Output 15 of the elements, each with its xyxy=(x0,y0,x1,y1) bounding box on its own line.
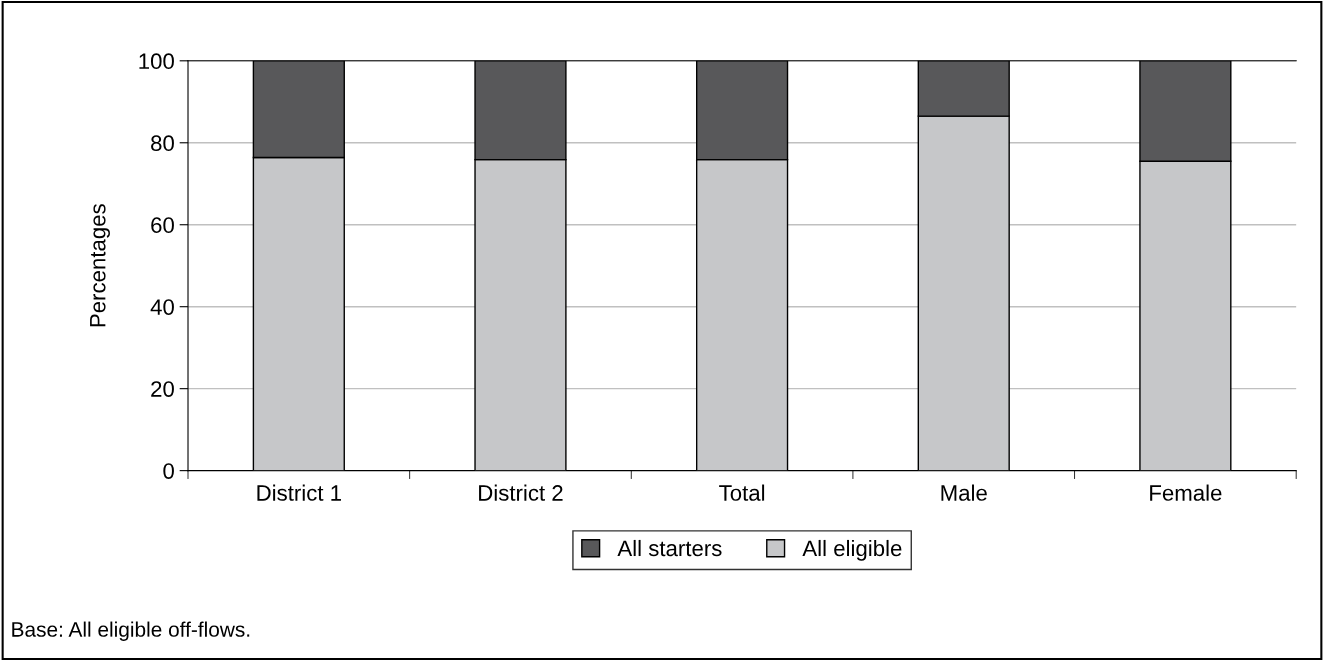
x-tick-label: District 1 xyxy=(257,484,341,501)
x-tick-label: District 2 xyxy=(479,484,563,501)
legend-label: All starters xyxy=(617,539,722,557)
x-tick-label: Total xyxy=(719,484,765,501)
y-tick-label: 80 xyxy=(151,135,174,152)
y-tick-label: 100 xyxy=(139,53,174,70)
y-axis-title: Percentages xyxy=(90,204,110,327)
x-tick-label: Female xyxy=(1150,484,1222,501)
text: Base: All eligible off-flows. xyxy=(12,621,250,641)
y-tick-label: 0 xyxy=(163,463,174,479)
y-tick-label: 60 xyxy=(151,217,174,234)
legend-label: All eligible xyxy=(802,539,902,561)
y-tick-label: 40 xyxy=(150,299,174,315)
y-tick-label: 20 xyxy=(151,381,174,397)
x-tick-label: Male xyxy=(941,484,987,501)
